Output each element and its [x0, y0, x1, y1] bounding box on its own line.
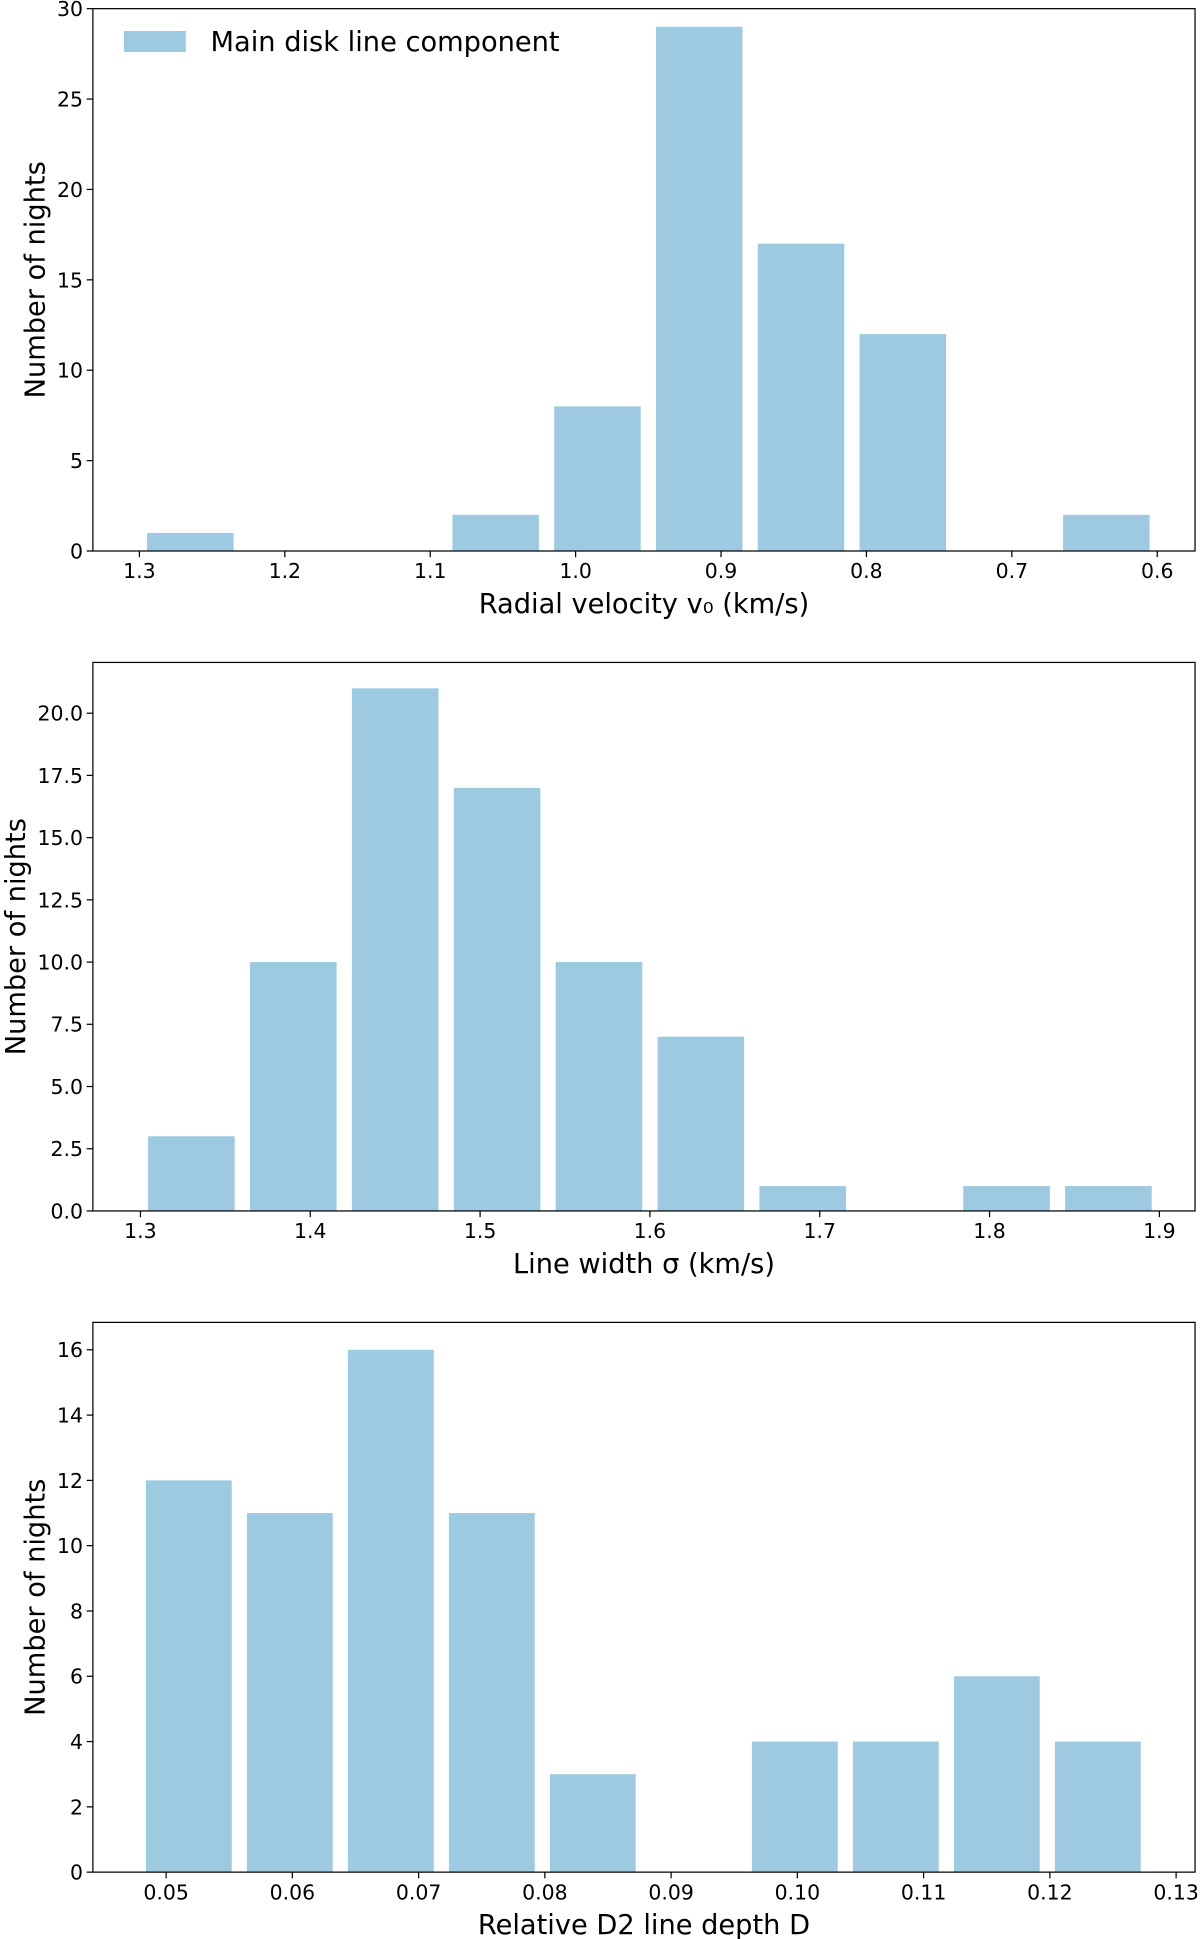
- y-tick-label: 0: [70, 1861, 83, 1885]
- x-tick-label: 0.05: [143, 1880, 188, 1904]
- legend-label: Main disk line component: [211, 27, 560, 58]
- y-tick-label: 0.0: [50, 1199, 82, 1223]
- x-tick-label: 1.4: [294, 1219, 326, 1243]
- bar: [448, 1513, 535, 1873]
- x-tick-label: 1.5: [464, 1219, 496, 1243]
- bar: [555, 962, 643, 1211]
- x-tick-label: 0.09: [648, 1880, 693, 1904]
- y-tick-label: 5: [70, 449, 83, 473]
- y-tick-label: 7.5: [50, 1013, 82, 1037]
- y-tick-label: 17.5: [37, 764, 82, 788]
- x-tick-label: 0.06: [270, 1880, 315, 1904]
- y-axis-label: Number of nights: [1, 818, 32, 1055]
- bar: [751, 1741, 838, 1873]
- bar: [757, 243, 845, 551]
- bar: [453, 787, 541, 1211]
- x-tick-label: 0.11: [901, 1880, 946, 1904]
- bar: [145, 1480, 232, 1873]
- x-tick-label: 0.08: [522, 1880, 567, 1904]
- y-tick-label: 10: [57, 359, 83, 383]
- y-tick-label: 10.0: [37, 951, 82, 975]
- x-tick-label: 0.12: [1027, 1880, 1072, 1904]
- x-tick-label: 0.8: [850, 559, 882, 583]
- x-tick-label: 1.1: [414, 559, 446, 583]
- y-tick-label: 30: [57, 0, 83, 21]
- bar: [554, 406, 641, 551]
- plot-frame: [92, 661, 1196, 1212]
- x-tick-label: 1.2: [269, 559, 301, 583]
- x-tick-label: 0.07: [396, 1880, 441, 1904]
- y-tick-label: 6: [70, 1665, 83, 1689]
- bar: [657, 1036, 745, 1211]
- y-tick-label: 20: [57, 178, 83, 202]
- x-tick-label: 1.9: [1143, 1219, 1175, 1243]
- x-tick-label: 1.6: [634, 1219, 666, 1243]
- bar: [351, 688, 439, 1211]
- bar: [246, 1513, 333, 1873]
- bar: [859, 334, 947, 551]
- x-tick-label: 1.3: [123, 559, 155, 583]
- x-tick-label: 0.9: [705, 559, 737, 583]
- bar: [963, 1186, 1050, 1211]
- y-tick-label: 12: [57, 1469, 83, 1493]
- bar: [953, 1676, 1040, 1873]
- y-tick-label: 25: [57, 87, 83, 111]
- x-tick-label: 1.7: [803, 1219, 835, 1243]
- y-tick-label: 15: [57, 268, 83, 292]
- y-axis-label: Number of nights: [21, 1479, 52, 1716]
- y-axis-label: Number of nights: [21, 161, 52, 398]
- y-tick-label: 15.0: [37, 826, 82, 850]
- x-tick-label: 0.10: [775, 1880, 820, 1904]
- bar: [148, 1136, 235, 1211]
- legend-swatch: [123, 30, 186, 53]
- y-tick-label: 8: [70, 1599, 83, 1623]
- bar: [852, 1741, 939, 1873]
- x-tick-label: 1.0: [559, 559, 591, 583]
- y-tick-label: 2: [70, 1795, 83, 1819]
- bar: [347, 1349, 434, 1873]
- bar: [147, 532, 234, 551]
- bar: [1054, 1741, 1141, 1873]
- bar: [549, 1774, 636, 1873]
- y-tick-label: 12.5: [37, 888, 82, 912]
- x-axis-label: Radial velocity v₀ (km/s): [479, 589, 810, 620]
- bar: [452, 514, 539, 551]
- x-tick-label: 0.6: [1141, 559, 1173, 583]
- bar: [759, 1186, 847, 1211]
- y-tick-label: 20.0: [37, 702, 82, 726]
- y-tick-label: 14: [57, 1404, 83, 1428]
- bar: [249, 962, 337, 1211]
- plot-frame: [92, 1321, 1196, 1873]
- x-tick-label: 0.13: [1153, 1880, 1198, 1904]
- x-tick-label: 0.7: [996, 559, 1028, 583]
- bar: [1063, 514, 1150, 551]
- x-tick-label: 1.3: [124, 1219, 156, 1243]
- bar: [655, 26, 743, 551]
- y-tick-label: 4: [70, 1730, 83, 1754]
- plot-frame: [92, 8, 1196, 552]
- y-tick-label: 5.0: [50, 1075, 82, 1099]
- x-tick-label: 1.8: [973, 1219, 1005, 1243]
- y-tick-label: 10: [57, 1534, 83, 1558]
- y-tick-label: 2.5: [50, 1137, 82, 1161]
- y-tick-label: 16: [57, 1338, 83, 1362]
- x-axis-label: Line width σ (km/s): [513, 1249, 775, 1280]
- bar: [1065, 1186, 1152, 1211]
- x-axis-label: Relative D2 line depth D: [478, 1910, 810, 1939]
- y-tick-label: 0: [70, 539, 83, 563]
